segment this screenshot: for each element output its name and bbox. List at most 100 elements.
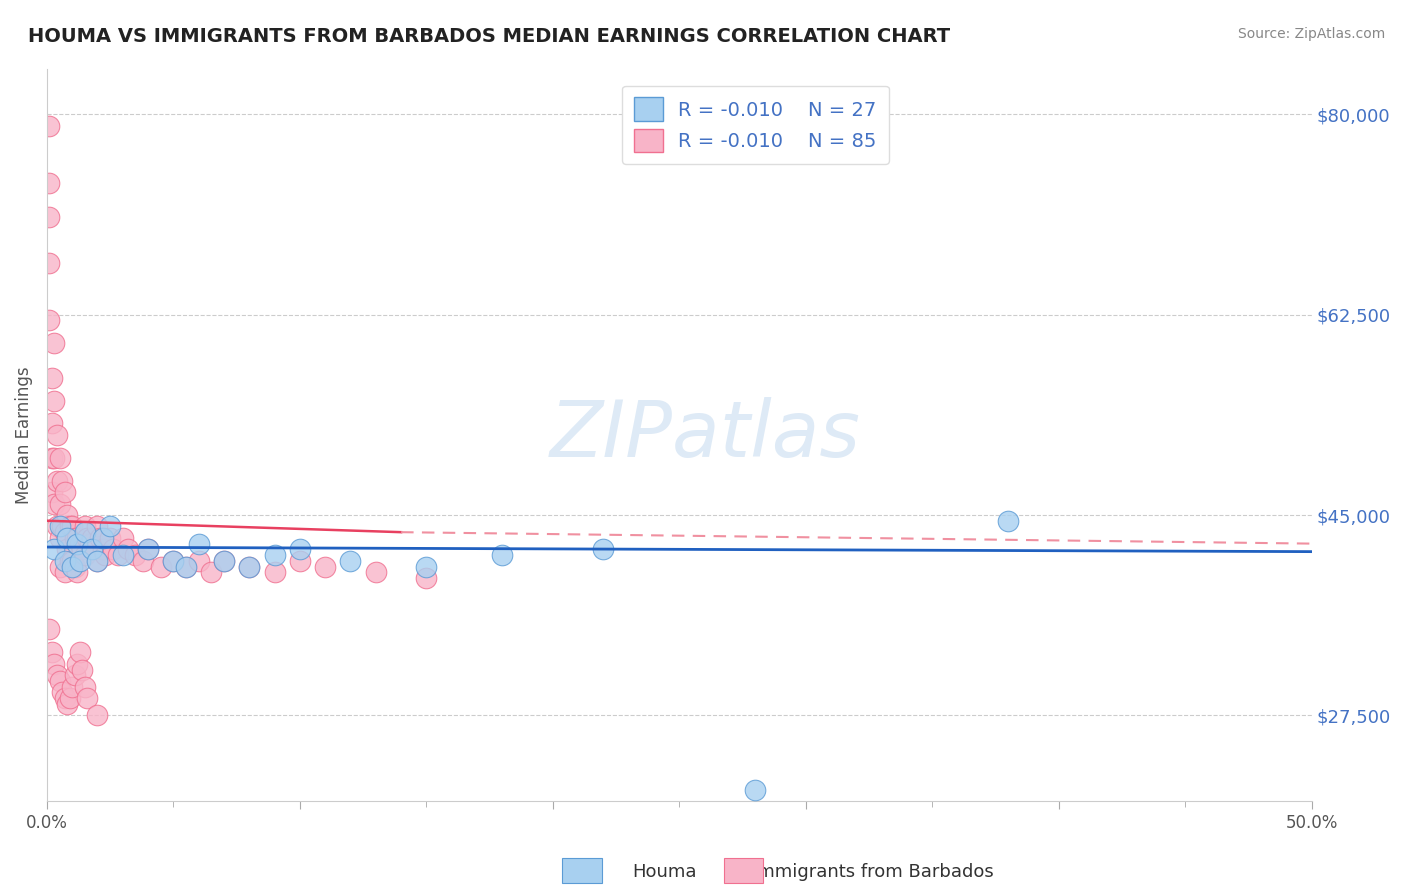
Point: [66, 657, 89, 671]
Point: [101, 542, 124, 557]
Point: [86, 708, 108, 723]
Point: [162, 554, 184, 568]
Point: [53, 554, 76, 568]
Point: [44, 542, 66, 557]
Point: [73, 519, 96, 533]
Point: [56, 697, 79, 711]
Point: [98, 519, 121, 533]
Point: [339, 554, 361, 568]
Point: [48, 559, 70, 574]
Point: [174, 559, 197, 574]
Point: [124, 548, 146, 562]
Point: [117, 542, 139, 557]
Point: [263, 548, 285, 562]
Point: [60, 680, 83, 694]
Point: [76, 691, 98, 706]
Point: [162, 554, 184, 568]
Point: [744, 782, 766, 797]
Point: [38, 256, 60, 270]
Point: [82, 542, 104, 557]
Point: [212, 554, 235, 568]
Point: [72, 542, 94, 557]
Point: [41, 645, 63, 659]
Point: [69, 536, 91, 550]
Point: [73, 548, 96, 562]
Point: [238, 559, 260, 574]
Point: [44, 450, 66, 465]
Point: [63, 559, 86, 574]
Point: [48, 519, 70, 533]
Point: [136, 542, 159, 557]
Point: [56, 508, 79, 522]
Point: [187, 554, 209, 568]
Point: [314, 559, 336, 574]
Point: [73, 680, 96, 694]
Text: Source: ZipAtlas.com: Source: ZipAtlas.com: [1237, 27, 1385, 41]
Point: [149, 559, 172, 574]
Point: [91, 531, 114, 545]
Point: [63, 668, 86, 682]
Point: [46, 474, 69, 488]
Point: [48, 531, 70, 545]
Point: [41, 417, 63, 431]
Point: [56, 542, 79, 557]
Text: Immigrants from Barbados: Immigrants from Barbados: [752, 863, 994, 881]
Point: [51, 519, 73, 533]
Point: [491, 548, 513, 562]
Point: [59, 519, 82, 533]
Point: [82, 531, 104, 545]
Point: [89, 531, 111, 545]
Point: [98, 531, 121, 545]
Point: [91, 542, 114, 557]
Point: [41, 485, 63, 500]
Point: [415, 559, 437, 574]
Point: [288, 542, 311, 557]
Point: [51, 685, 73, 699]
Point: [46, 519, 69, 533]
Point: [59, 691, 82, 706]
Point: [38, 176, 60, 190]
Point: [111, 548, 134, 562]
Point: [73, 525, 96, 540]
Point: [212, 554, 235, 568]
Text: ZIPatlas: ZIPatlas: [550, 397, 860, 473]
Point: [132, 554, 155, 568]
Point: [53, 485, 76, 500]
Point: [53, 566, 76, 580]
Point: [60, 559, 83, 574]
Point: [44, 497, 66, 511]
Point: [66, 536, 89, 550]
Point: [53, 691, 76, 706]
Point: [38, 119, 60, 133]
Point: [86, 554, 108, 568]
Point: [41, 450, 63, 465]
Point: [136, 542, 159, 557]
Point: [38, 313, 60, 327]
Point: [44, 657, 66, 671]
Point: [86, 554, 108, 568]
Point: [94, 548, 117, 562]
Point: [69, 554, 91, 568]
Text: Houma: Houma: [633, 863, 697, 881]
Point: [86, 519, 108, 533]
Point: [48, 673, 70, 688]
Point: [592, 542, 614, 557]
Point: [48, 497, 70, 511]
Point: [56, 531, 79, 545]
Point: [44, 336, 66, 351]
Legend: R = -0.010    N = 27, R = -0.010    N = 85: R = -0.010 N = 27, R = -0.010 N = 85: [621, 86, 889, 164]
Point: [66, 566, 89, 580]
Point: [38, 211, 60, 225]
Point: [111, 531, 134, 545]
Point: [46, 428, 69, 442]
Point: [79, 536, 101, 550]
Point: [38, 623, 60, 637]
Point: [238, 559, 260, 574]
Point: [46, 668, 69, 682]
Point: [263, 566, 285, 580]
Point: [107, 548, 129, 562]
Text: HOUMA VS IMMIGRANTS FROM BARBADOS MEDIAN EARNINGS CORRELATION CHART: HOUMA VS IMMIGRANTS FROM BARBADOS MEDIAN…: [28, 27, 950, 45]
Point: [51, 474, 73, 488]
Y-axis label: Median Earnings: Median Earnings: [15, 366, 32, 504]
Point: [364, 566, 387, 580]
